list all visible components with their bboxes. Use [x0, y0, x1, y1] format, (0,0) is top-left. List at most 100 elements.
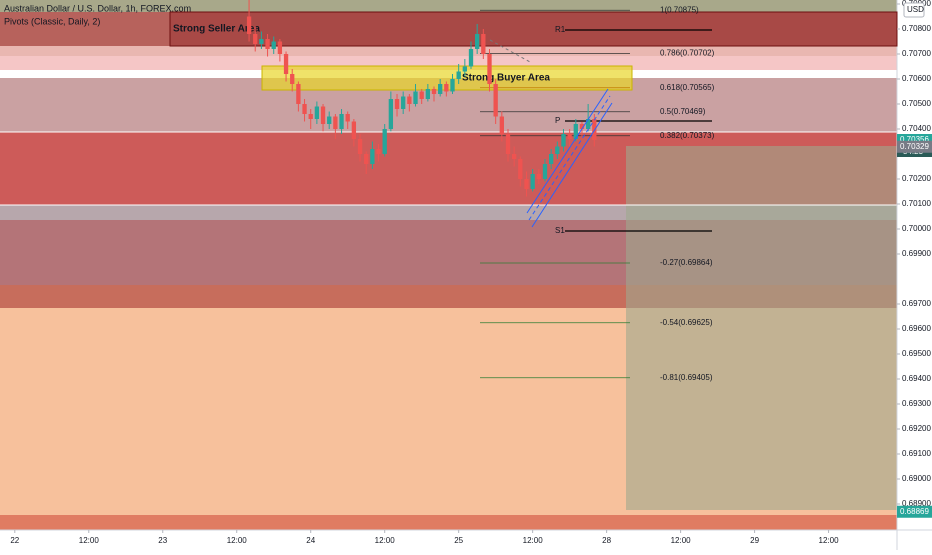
candle-body: [327, 116, 332, 124]
candle-body: [548, 154, 554, 164]
candle-body: [351, 121, 357, 139]
x-tick-label: 25: [454, 536, 463, 545]
candle-body: [524, 179, 529, 189]
pivot-label: R1: [555, 25, 566, 34]
unit-box: [903, 2, 925, 18]
candle-body: [592, 119, 597, 140]
candle-body: [271, 41, 276, 49]
candle-body: [394, 99, 400, 109]
x-tick-label: 28: [602, 536, 611, 545]
candle-body: [382, 129, 387, 154]
candle-body: [431, 89, 437, 94]
candle-body: [481, 34, 486, 54]
candle-body: [567, 134, 572, 139]
candle-body: [388, 99, 394, 129]
candle-body: [462, 66, 467, 72]
price-tag: [897, 505, 932, 518]
price-tag-label: 0.68869: [900, 507, 929, 516]
candle-body: [475, 34, 480, 49]
y-tick-label: 0.69900: [902, 249, 931, 258]
x-tick-label: 12:00: [79, 536, 100, 545]
candle-body: [555, 146, 560, 154]
candle-body: [561, 134, 566, 147]
x-tick-label: 12:00: [523, 536, 544, 545]
x-tick-label: 23: [158, 536, 167, 545]
candle-body: [333, 116, 338, 129]
fib-label: 0.786(0.70702): [660, 49, 715, 58]
candle-body: [296, 84, 301, 104]
candle-body: [302, 104, 307, 114]
y-tick-label: 0.69700: [902, 299, 931, 308]
y-tick-label: 0.69500: [902, 349, 931, 358]
candle-body: [314, 106, 320, 119]
candle-body: [530, 174, 535, 189]
candle-body: [518, 159, 523, 179]
candle-body: [505, 134, 511, 154]
candle-body: [413, 91, 418, 104]
candle-body: [456, 71, 461, 79]
pivot-label: P: [555, 116, 560, 125]
y-tick-label: 0.70500: [902, 99, 931, 108]
candle-body: [407, 96, 412, 104]
candle-body: [339, 114, 344, 129]
x-tick-label: 12:00: [671, 536, 692, 545]
pivot-label: S1: [555, 226, 565, 235]
y-tick-label: 0.70800: [902, 24, 931, 33]
fib-label: -0.27(0.69864): [660, 258, 713, 267]
candle-body: [253, 34, 258, 44]
candle-body: [246, 16, 252, 34]
candle-body: [444, 84, 449, 92]
candle-body: [419, 91, 424, 99]
y-tick-label: 0.69000: [902, 474, 931, 483]
y-tick-label: 0.69300: [902, 399, 931, 408]
x-tick-label: 24: [306, 536, 315, 545]
candle-body: [376, 149, 381, 154]
price-tag: [897, 140, 932, 153]
candle-body: [283, 54, 289, 74]
candle-body: [425, 89, 431, 99]
y-tick-label: 0.69200: [902, 424, 931, 433]
candle-body: [438, 84, 443, 94]
x-tick-label: 12:00: [375, 536, 396, 545]
x-tick-label: 12:00: [819, 536, 840, 545]
zone-label: Strong Buyer Area: [462, 73, 550, 84]
candle-body: [585, 119, 591, 129]
candle-body: [320, 106, 326, 124]
candle-body: [511, 154, 517, 159]
projection: [489, 39, 531, 63]
y-tick-label: 0.68900: [902, 499, 931, 508]
candle-body: [259, 39, 264, 44]
y-tick-label: 0.69100: [902, 449, 931, 458]
candle-body: [573, 124, 578, 139]
candle-body: [357, 139, 363, 154]
fib-label: -0.54(0.69625): [660, 318, 713, 327]
candle-body: [542, 164, 548, 179]
candle-body: [308, 114, 313, 119]
y-tick-label: 0.70000: [902, 224, 931, 233]
candle-body: [493, 84, 498, 117]
candle-body: [450, 79, 455, 92]
candle-body: [579, 124, 585, 129]
candle-body: [487, 54, 492, 84]
candle-body: [468, 49, 474, 67]
candle-body: [364, 154, 369, 164]
candle-body: [345, 114, 350, 122]
candle-body: [370, 149, 375, 164]
candle-body: [290, 74, 295, 84]
symbol-title: Australian Dollar / U.S. Dollar, 1h, FOR…: [4, 3, 191, 13]
fib-label: 0.618(0.70565): [660, 83, 715, 92]
y-tick-label: 0.70700: [902, 49, 931, 58]
fib-label: -0.81(0.69405): [660, 373, 713, 382]
y-tick-label: 0.69600: [902, 324, 931, 333]
zone: [169, 11, 898, 47]
channel: [526, 88, 613, 228]
candle-body: [536, 174, 541, 179]
candle-body: [265, 39, 270, 49]
fib-label: 0.5(0.70469): [660, 107, 706, 116]
candle-body: [277, 41, 283, 54]
y-tick-label: 0.70400: [902, 124, 931, 133]
x-tick-label: 29: [750, 536, 759, 545]
y-tick-label: 0.69400: [902, 374, 931, 383]
